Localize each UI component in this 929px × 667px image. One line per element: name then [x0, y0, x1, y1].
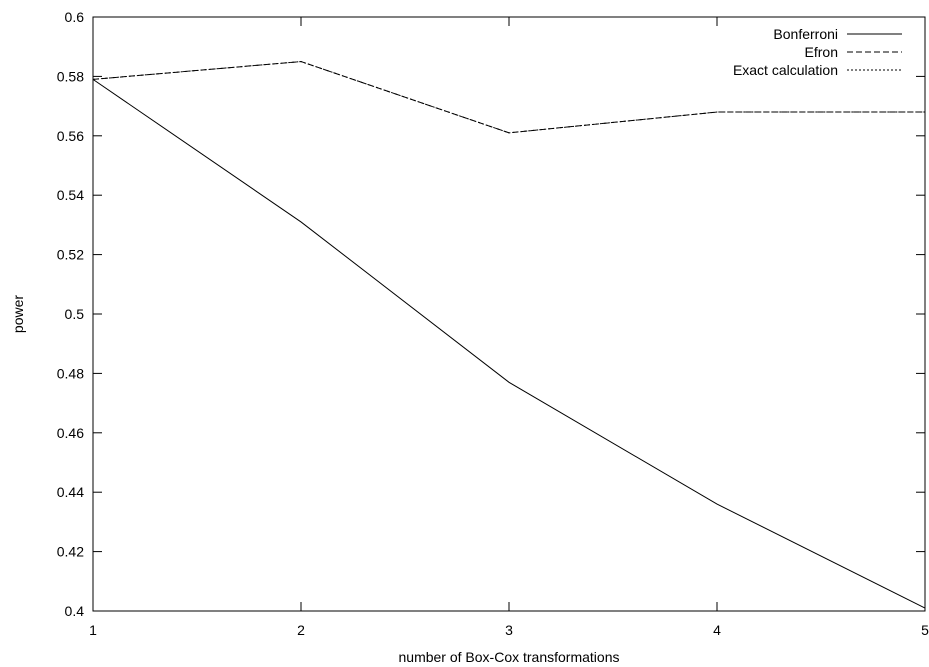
y-tick-label: 0.58 [57, 68, 84, 84]
legend: Bonferroni Efron Exact calculation [733, 26, 902, 78]
legend-label-exact-calculation: Exact calculation [733, 62, 838, 78]
series-line-exact-calculation [92, 61, 925, 134]
series-lines [92, 61, 926, 609]
y-tick-label: 0.54 [57, 187, 84, 203]
y-tick-label: 0.5 [65, 306, 85, 322]
y-tick-label: 0.46 [57, 425, 84, 441]
series-line-bonferroni [92, 78, 926, 609]
y-tick-label: 0.56 [57, 128, 84, 144]
x-tick-label: 4 [713, 622, 721, 638]
y-tick-label: 0.48 [57, 365, 84, 381]
tick-marks [92, 16, 926, 612]
y-tick-label: 0.52 [57, 247, 84, 263]
legend-label-bonferroni: Bonferroni [773, 26, 838, 42]
x-tick-label: 5 [921, 622, 929, 638]
y-tick-label: 0.44 [57, 484, 84, 500]
plot-frame [92, 16, 926, 612]
x-tick-label: 1 [89, 622, 97, 638]
y-tick-label: 0.6 [65, 9, 85, 25]
x-tick-label: 3 [505, 622, 513, 638]
y-tick-label: 0.4 [65, 603, 85, 619]
x-axis-label: number of Box-Cox transformations [399, 649, 620, 665]
legend-label-efron: Efron [805, 44, 838, 60]
y-axis-label: power [10, 295, 26, 333]
tick-labels: 0.4 0.42 0.44 0.46 0.48 0.5 0.52 0.54 0.56 0.58 0.… [57, 9, 929, 638]
y-tick-label: 0.42 [57, 544, 84, 560]
x-tick-label: 2 [297, 622, 305, 638]
